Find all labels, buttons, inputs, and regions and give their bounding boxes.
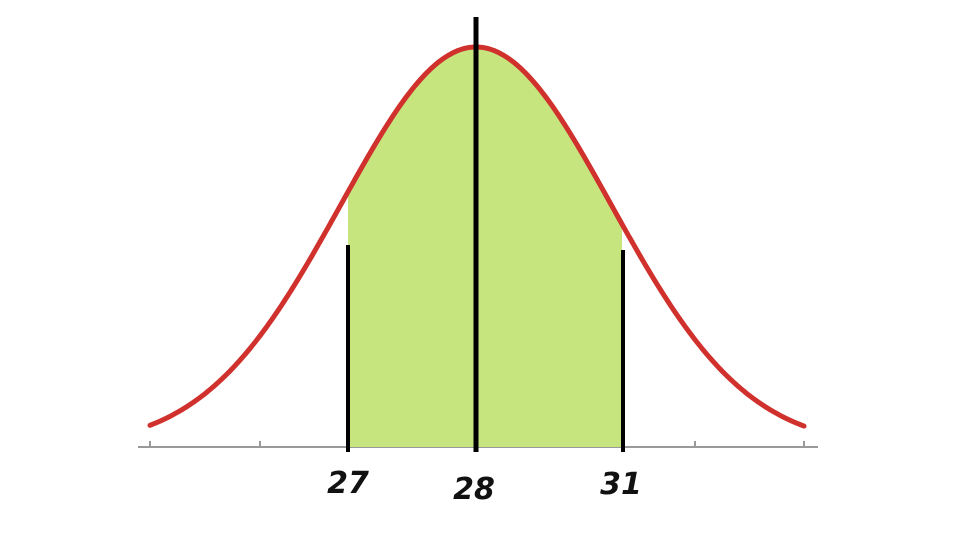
upper-bound-label: 31 — [600, 467, 642, 502]
lower-bound-label: 27 — [327, 466, 369, 501]
shaded-area — [348, 47, 623, 447]
mean-label: 28 — [453, 472, 495, 507]
